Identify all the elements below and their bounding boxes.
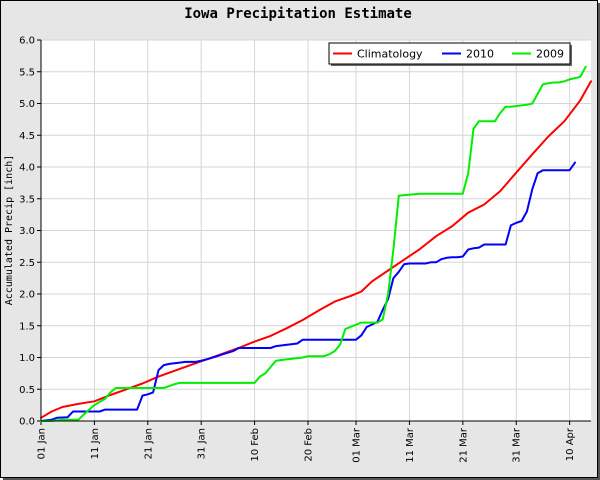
legend: Climatology 2010 2009 xyxy=(328,42,572,66)
x-tick-label: 21 Jan xyxy=(143,428,154,459)
x-tick-label: 10 Apr xyxy=(565,427,576,461)
x-tick-label: 31 Jan xyxy=(197,428,208,459)
x-tick-label: 20 Feb xyxy=(303,428,314,462)
y-tick-label: 5.0 xyxy=(19,99,35,110)
y-axis-ticks: 0.0 0.5 1.0 1.5 2.0 2.5 3.0 3.5 4.0 4.5 5.0 5.5 6.0 xyxy=(19,36,41,428)
legend-label-2009: 2009 xyxy=(536,48,564,61)
y-tick-label: 6.0 xyxy=(19,36,35,47)
y-tick-label: 3.5 xyxy=(19,194,35,205)
x-tick-label: 21 Mar xyxy=(458,427,469,463)
legend-label-2010: 2010 xyxy=(466,48,494,61)
x-tick-label: 11 Jan xyxy=(90,428,101,459)
y-tick-label: 1.0 xyxy=(19,353,35,364)
y-tick-label: 5.5 xyxy=(19,67,35,78)
legend-label-climatology: Climatology xyxy=(357,48,423,61)
y-tick-label: 0.5 xyxy=(19,385,35,396)
y-tick-label: 4.0 xyxy=(19,163,35,174)
chart-title: Iowa Precipitation Estimate xyxy=(184,6,412,22)
y-tick-label: 1.5 xyxy=(19,321,35,332)
y-axis-title: Accumulated Precip [inch] xyxy=(4,155,15,306)
x-tick-label: 31 Mar xyxy=(512,427,523,463)
y-tick-label: 3.0 xyxy=(19,226,35,237)
x-tick-label: 01 Mar xyxy=(352,427,363,463)
x-tick-label: 11 Mar xyxy=(405,427,416,463)
y-tick-label: 2.5 xyxy=(19,258,35,269)
series-line-climatology xyxy=(40,80,592,419)
y-tick-label: 2.0 xyxy=(19,290,35,301)
series-line-2010 xyxy=(40,161,576,422)
x-tick-label: 10 Feb xyxy=(250,428,261,462)
x-axis-ticks: 01 Jan 11 Jan 21 Jan 31 Jan 10 Feb 20 Feb 01 M… xyxy=(37,421,576,463)
grid-lines xyxy=(40,39,591,421)
y-tick-label: 4.5 xyxy=(19,131,35,142)
series-line-2009 xyxy=(40,65,587,422)
series-lines xyxy=(40,65,592,422)
x-tick-label: 01 Jan xyxy=(37,428,48,459)
y-tick-label: 0.0 xyxy=(19,417,35,428)
